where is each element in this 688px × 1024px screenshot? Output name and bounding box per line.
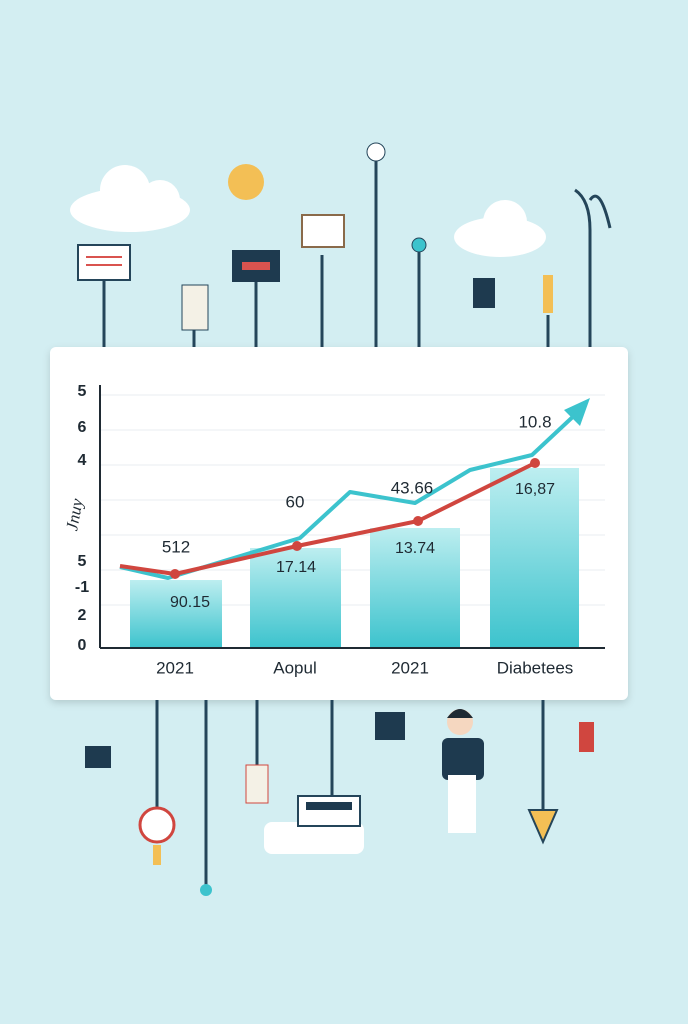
y-label: 2 (78, 607, 87, 624)
y-label: 4 (78, 452, 87, 469)
category-label: Aopul (273, 658, 316, 677)
point-label: 60 (286, 492, 305, 511)
category-label: 2021 (391, 658, 429, 677)
point-label: 512 (162, 537, 190, 556)
top-decorations (70, 142, 612, 347)
bar-label: 13.74 (395, 540, 435, 557)
y-label: 6 (78, 419, 87, 436)
y-label: 0 (78, 637, 87, 654)
bars (130, 468, 579, 648)
y-label: -1 (75, 579, 89, 596)
arrow-head (564, 398, 590, 426)
y-label: 5 (78, 383, 87, 400)
category-label: 2021 (156, 658, 194, 677)
y-label: 5 (78, 553, 87, 570)
red-points (170, 458, 540, 579)
bar-label: 17.14 (276, 559, 316, 576)
bottom-decorations (85, 700, 594, 896)
bar-label: 16,87 (515, 481, 555, 498)
point-label: 10.8 (518, 412, 551, 431)
bar-label: 90.15 (170, 594, 210, 611)
category-label: Diabetees (497, 658, 574, 677)
point-label: 43.66 (391, 478, 434, 497)
